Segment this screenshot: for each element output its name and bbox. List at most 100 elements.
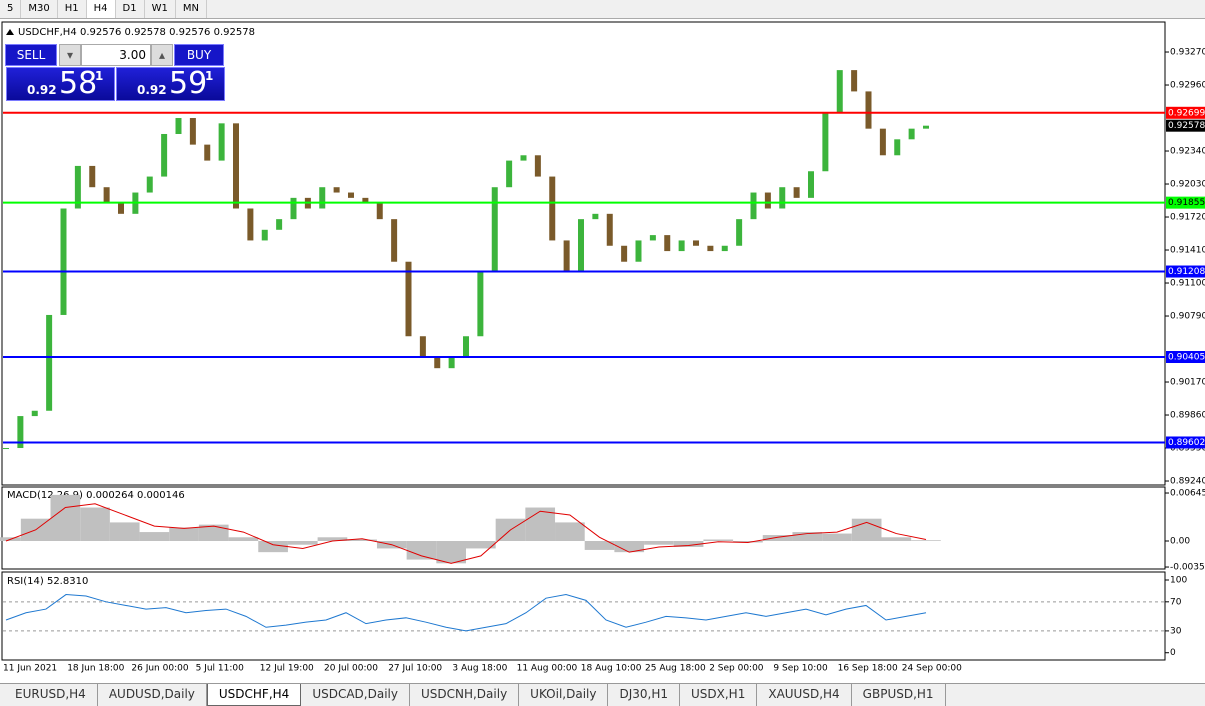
candle bbox=[161, 133, 168, 177]
y-tick-label: 100 bbox=[1170, 576, 1187, 586]
chart-tab[interactable]: USDCHF,H4 bbox=[206, 684, 302, 706]
time-label: 2 Sep 00:00 bbox=[709, 664, 764, 674]
macd-bar bbox=[406, 541, 437, 560]
candle bbox=[750, 192, 757, 220]
candle bbox=[3, 448, 9, 450]
candle bbox=[419, 336, 426, 358]
timeframe-button[interactable]: MN bbox=[176, 0, 207, 18]
timeframe-toolbar: 5 M30 H1 H4 D1 W1 MN bbox=[0, 0, 1205, 19]
lots-input[interactable]: 3.00 bbox=[81, 44, 151, 66]
chart-tab[interactable]: DJ30,H1 bbox=[608, 684, 680, 706]
candle bbox=[60, 208, 67, 315]
collapse-icon[interactable] bbox=[6, 29, 14, 35]
macd-bar bbox=[466, 541, 496, 549]
macd-bar bbox=[347, 539, 377, 541]
candle bbox=[563, 240, 570, 273]
y-tick-label: 30 bbox=[1170, 626, 1182, 636]
price-tag-label: 0.91855 bbox=[1168, 198, 1205, 208]
y-tick-label: 70 bbox=[1170, 597, 1182, 607]
candle bbox=[721, 245, 728, 252]
price-sup: 1 bbox=[205, 69, 214, 83]
candle bbox=[836, 70, 843, 113]
candle bbox=[189, 118, 196, 145]
price-tag-label: 0.89602 bbox=[1168, 438, 1205, 448]
timeframe-button[interactable]: 5 bbox=[0, 0, 22, 18]
macd-bar bbox=[317, 537, 348, 541]
candle bbox=[491, 187, 498, 273]
time-label: 9 Sep 10:00 bbox=[773, 664, 828, 674]
price-tag-label: 0.92699 bbox=[1168, 108, 1205, 118]
macd-bar bbox=[644, 541, 674, 545]
rsi-line bbox=[5, 594, 927, 632]
macd-bar bbox=[50, 494, 81, 541]
macd-bar bbox=[792, 532, 823, 541]
candle bbox=[506, 160, 513, 188]
buy-button[interactable]: BUY bbox=[174, 44, 224, 66]
candle bbox=[175, 118, 182, 134]
buy-price[interactable]: 0.92 59 1 bbox=[116, 66, 225, 101]
candle bbox=[405, 261, 412, 337]
candle bbox=[923, 125, 929, 129]
chart-tab[interactable]: USDCAD,Daily bbox=[301, 684, 410, 706]
chart-tab[interactable]: GBPUSD,H1 bbox=[852, 684, 946, 706]
candle bbox=[865, 91, 872, 129]
chart-tab[interactable]: EURUSD,H4 bbox=[4, 684, 98, 706]
y-tick-label: 0.91410 bbox=[1170, 246, 1205, 256]
chart-window: USDCHF,H4 0.92576 0.92578 0.92576 0.9257… bbox=[0, 21, 1205, 674]
chart-tab[interactable]: XAUUSD,H4 bbox=[757, 684, 852, 706]
candle bbox=[118, 203, 124, 214]
y-tick-label: 0.91100 bbox=[1170, 279, 1205, 289]
candle bbox=[103, 187, 110, 204]
y-tick-label: 0.91720 bbox=[1170, 213, 1205, 223]
candle bbox=[477, 272, 484, 337]
lots-down[interactable]: ▾ bbox=[59, 44, 81, 66]
candle bbox=[391, 219, 398, 262]
macd-bar bbox=[911, 540, 941, 541]
macd-bar bbox=[169, 527, 199, 541]
time-label: 11 Aug 00:00 bbox=[517, 664, 578, 674]
macd-bar bbox=[555, 522, 585, 541]
sell-price[interactable]: 0.92 58 1 bbox=[6, 66, 115, 101]
candle bbox=[793, 187, 800, 198]
macd-bar bbox=[80, 507, 110, 541]
price-tag bbox=[1166, 265, 1205, 278]
candle bbox=[578, 219, 584, 273]
candle bbox=[434, 357, 441, 369]
candle bbox=[707, 245, 714, 252]
time-label: 26 Jun 00:00 bbox=[131, 664, 188, 674]
price-tag-label: 0.90405 bbox=[1168, 353, 1205, 363]
y-tick-label: 0.92030 bbox=[1170, 180, 1205, 190]
chart-tab[interactable]: USDCNH,Daily bbox=[410, 684, 520, 706]
candle bbox=[218, 123, 225, 161]
sell-button[interactable]: SELL bbox=[5, 44, 57, 66]
chart-tab[interactable]: AUDUSD,Daily bbox=[98, 684, 207, 706]
main-pane bbox=[1, 21, 1166, 486]
macd-bar bbox=[258, 541, 288, 553]
lots-up[interactable]: ▴ bbox=[151, 44, 173, 66]
timeframe-button[interactable]: D1 bbox=[116, 0, 145, 18]
time-label: 16 Sep 18:00 bbox=[838, 664, 898, 674]
candle bbox=[74, 165, 81, 209]
macd-label: MACD(12,26,9) 0.000264 0.000146 bbox=[7, 490, 185, 501]
candle bbox=[908, 128, 915, 140]
chart-tab[interactable]: UKOil,Daily bbox=[519, 684, 609, 706]
chart-tab[interactable]: USDX,H1 bbox=[680, 684, 758, 706]
timeframe-button[interactable]: W1 bbox=[145, 0, 176, 18]
candle bbox=[894, 139, 901, 156]
candle bbox=[17, 416, 24, 449]
candle bbox=[261, 229, 268, 241]
candle bbox=[448, 357, 455, 369]
timeframe-button[interactable]: M30 bbox=[21, 0, 58, 18]
y-tick-label: 0.92340 bbox=[1170, 147, 1205, 157]
candle bbox=[233, 123, 239, 209]
time-label: 5 Jul 11:00 bbox=[196, 664, 245, 674]
timeframe-button[interactable]: H4 bbox=[86, 0, 116, 18]
price-sup: 1 bbox=[95, 69, 104, 83]
y-tick-label: 0.00 bbox=[1170, 537, 1190, 547]
candle bbox=[879, 128, 886, 156]
macd-bar bbox=[525, 507, 556, 541]
symbol-label: USDCHF,H4 bbox=[18, 27, 77, 38]
candle bbox=[736, 219, 743, 246]
timeframe-button[interactable]: H1 bbox=[58, 0, 87, 18]
macd-pane bbox=[1, 486, 1166, 570]
